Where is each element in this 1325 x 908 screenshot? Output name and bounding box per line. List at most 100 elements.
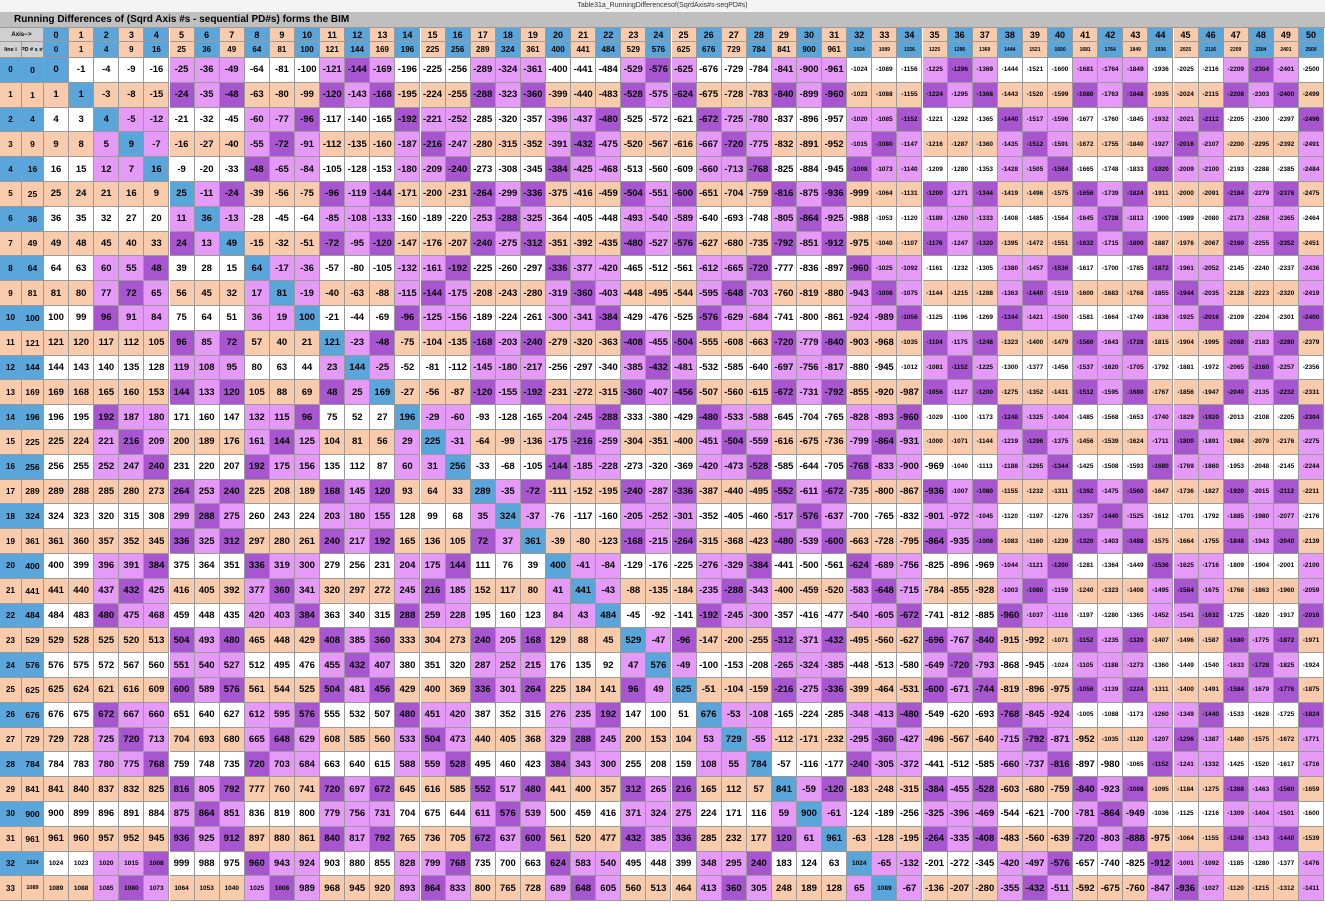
line-number: 22 [0, 603, 22, 629]
cell-value: -1325 [1022, 405, 1048, 430]
axis-number: 20 [546, 28, 572, 42]
axis-square: 1764 [1098, 42, 1124, 58]
cell-value: 1024 [44, 851, 70, 877]
cell-value: -175 [445, 281, 471, 306]
cell-value: -864 [922, 529, 948, 554]
cell-value: -156 [445, 306, 471, 331]
cell-value: -2288 [1248, 157, 1274, 182]
cell-value: 684 [295, 752, 321, 778]
cell-value: -1375 [1048, 430, 1074, 455]
cell-value: -105 [370, 256, 396, 282]
cell-value: 155 [370, 504, 396, 530]
cell-value: 192 [596, 702, 622, 728]
cell-value: -1036 [1148, 802, 1174, 827]
cell-value: -1800 [1123, 231, 1149, 257]
cell-value: -272 [571, 380, 597, 406]
cell-value: -192 [696, 603, 722, 629]
axis-number: 44 [1148, 28, 1174, 42]
cell-value: -2211 [1299, 479, 1325, 505]
cell-value: -900 [797, 58, 823, 83]
cell-value: -1872 [1273, 628, 1299, 654]
cell-value: -1480 [1223, 727, 1249, 753]
cell-value: -1311 [1148, 678, 1174, 703]
cell-value: -1088 [1098, 702, 1124, 728]
cell-value: -1029 [922, 405, 948, 430]
cell-value: -2436 [1299, 256, 1325, 282]
cell-value: -896 [947, 554, 973, 579]
cell-value: 144 [44, 355, 70, 381]
cell-value: 87 [370, 454, 396, 480]
cell-value: 255 [621, 752, 647, 778]
cell-value: 500 [546, 802, 572, 827]
cell-value: -2000 [1173, 182, 1199, 207]
cell-value: -1659 [1299, 777, 1325, 802]
axis-number: 48 [1248, 28, 1274, 42]
cell-value: 44 [295, 355, 321, 381]
cell-value: -1333 [972, 206, 998, 232]
cell-value: -96 [395, 306, 421, 331]
axis-number: 29 [771, 28, 797, 42]
cell-value: -256 [897, 802, 923, 827]
cell-value: -2107 [1198, 132, 1224, 158]
cell-value: 55 [119, 256, 145, 282]
cell-value: -1653 [1123, 405, 1149, 430]
cell-value: 231 [370, 554, 396, 579]
cell-value: -288 [470, 82, 496, 108]
cell-value: -1107 [897, 231, 923, 257]
cell-value: -1100 [947, 405, 973, 430]
cell-value: 924 [295, 851, 321, 877]
cell-value: -1539 [1098, 430, 1124, 455]
cell-value: 180 [345, 504, 371, 530]
cell-value: 728 [520, 876, 546, 902]
cell-value: -560 [721, 380, 747, 406]
cell-value: 200 [621, 727, 647, 753]
cell-value: 413 [696, 876, 722, 902]
cell-value: -1935 [1148, 82, 1174, 108]
cell-value: -65 [872, 851, 898, 877]
cell-value: -1820 [1248, 603, 1274, 629]
cell-value: -100 [295, 58, 321, 83]
cell-value: -861 [822, 306, 848, 331]
cell-value: -289 [470, 58, 496, 83]
cell-value: 552 [470, 777, 496, 802]
cell-value: -208 [746, 653, 772, 678]
cell-value: -231 [546, 380, 572, 406]
cell-value: 315 [370, 603, 396, 629]
cell-value: -2200 [1223, 132, 1249, 158]
cell-value: -3 [94, 82, 120, 108]
cell-value: -1349 [1173, 702, 1199, 728]
cell-value: 525 [295, 678, 321, 703]
cell-value: 55 [721, 752, 747, 778]
cell-value: -320 [495, 107, 521, 133]
cell-value: -1875 [1299, 678, 1325, 703]
cell-value: 361 [44, 529, 70, 554]
cell-value: 57 [244, 330, 270, 356]
cell-value: -837 [771, 107, 797, 133]
cell-value: 800 [470, 876, 496, 902]
cell-value: -468 [596, 157, 622, 182]
cell-value: -408 [621, 330, 647, 356]
cell-value: -1617 [1273, 752, 1299, 778]
cell-value: 816 [169, 777, 195, 802]
cell-value: -177 [822, 752, 848, 778]
cell-value: -672 [897, 603, 923, 629]
cell-value: -1936 [1148, 58, 1174, 83]
cell-value: -420 [596, 256, 622, 282]
cell-value: -552 [771, 479, 797, 505]
cell-value: -825 [922, 554, 948, 579]
cell-value: -2275 [1299, 430, 1325, 455]
cell-value: -61 [822, 802, 848, 827]
cell-value: 1080 [119, 876, 145, 902]
cell-value: 832 [119, 777, 145, 802]
cell-value: -657 [1073, 851, 1099, 877]
cell-value: -560 [872, 628, 898, 654]
cell-value: -1624 [1123, 430, 1149, 455]
cell-value: 343 [571, 752, 597, 778]
cell-value: -2392 [1273, 132, 1299, 158]
cell-value: -195 [897, 826, 923, 852]
cell-value: 645 [395, 777, 421, 802]
cell-value: -80 [269, 82, 295, 108]
line-number: 33 [0, 876, 22, 902]
cell-value: -15 [144, 82, 170, 108]
cell-value: 348 [696, 851, 722, 877]
